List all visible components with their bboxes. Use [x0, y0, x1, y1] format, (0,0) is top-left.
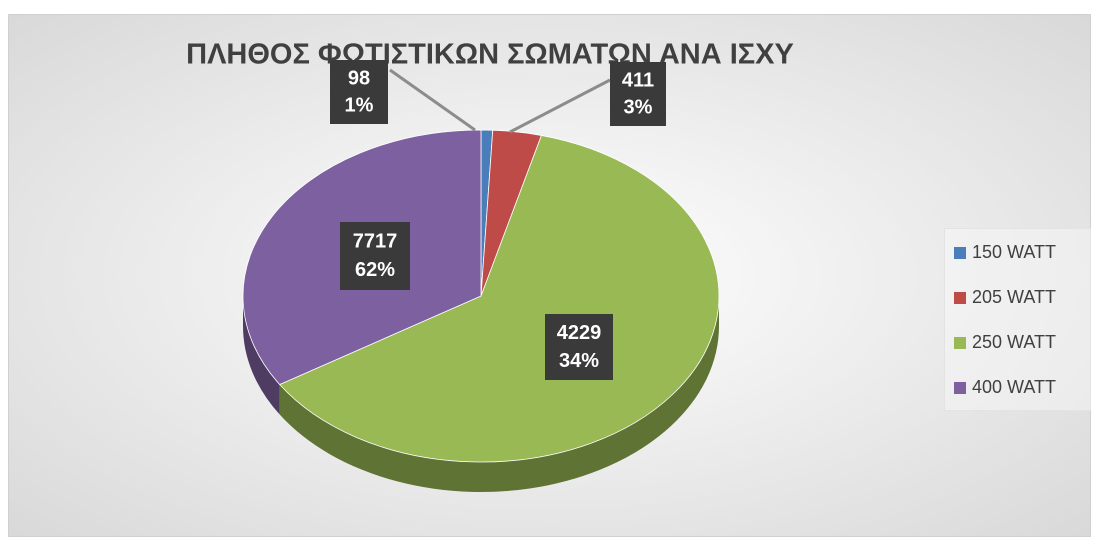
labels: 98 1% 411 3% 7717 62% 4229 34% [330, 60, 666, 380]
pie [242, 129, 720, 492]
legend-swatch [954, 247, 966, 259]
data-label-percent: 62% [355, 259, 395, 281]
legend-label: 400 WATT [972, 377, 1056, 397]
legend-label: 205 WATT [972, 287, 1056, 307]
data-label-percent: 1% [345, 94, 374, 116]
slice-side [243, 296, 280, 415]
legend-swatch [954, 292, 966, 304]
slice-side [279, 296, 719, 492]
leader-line [509, 78, 611, 134]
data-label-value: 98 [348, 67, 370, 89]
slice [279, 134, 720, 463]
legend-label: 250 WATT [972, 332, 1056, 352]
chart-title: ΠΛΗΘΟΣ ΦΩΤΙΣΤΙΚΩΝ ΣΩΜΑΤΩΝ ΑΝΑ ΙΣΧΥ [186, 39, 794, 71]
data-label-box [610, 62, 666, 126]
data-label-percent: 3% [624, 96, 653, 118]
data-label-box [545, 314, 613, 380]
data-label-percent: 34% [559, 350, 599, 372]
data-label-value: 4229 [557, 322, 602, 344]
legend [944, 228, 1091, 411]
legend-swatch [954, 382, 966, 394]
legend-label: 150 WATT [972, 242, 1056, 262]
data-label-box [330, 60, 388, 124]
data-label-box [340, 222, 410, 290]
leader-line [389, 68, 476, 132]
legend-swatch [954, 337, 966, 349]
data-label-value: 411 [622, 69, 654, 91]
data-label-value: 7717 [353, 231, 398, 253]
